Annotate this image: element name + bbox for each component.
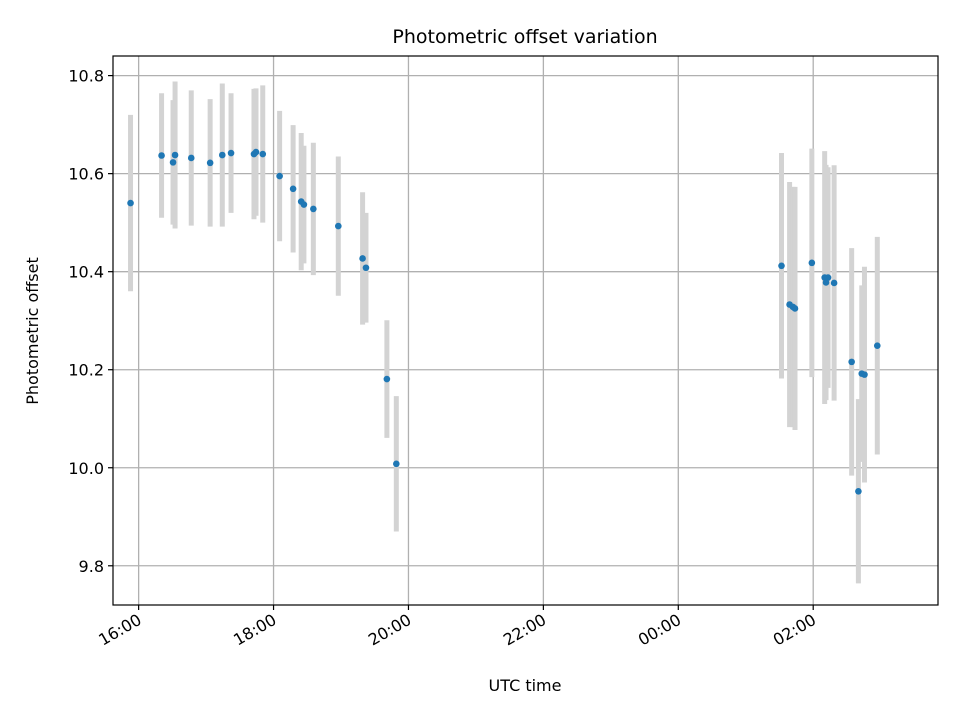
data-point [830,279,838,287]
data-point [289,185,297,193]
data-point [300,201,308,208]
data-point [310,205,317,213]
y-tick-label: 9.8 [79,557,104,576]
data-point [169,159,177,166]
y-axis-label: Photometric offset [23,257,42,405]
data-points [127,148,881,495]
data-point [808,259,816,267]
data-point [848,358,855,366]
data-point [218,151,226,159]
data-point [383,375,391,383]
data-point [873,342,881,349]
data-point [335,222,342,230]
data-point [187,154,195,162]
x-axis-label: UTC time [489,676,562,695]
data-point [127,199,134,207]
y-tick-label: 10.0 [68,459,104,478]
y-tick-label: 10.6 [68,165,104,184]
data-point [206,159,214,167]
chart-title: Photometric offset variation [392,26,657,48]
data-point [259,150,267,158]
y-tick-label: 10.2 [68,361,104,380]
y-axis-ticks: 9.8 10.0 10.2 10.4 10.6 10.8 [68,67,113,576]
data-point [252,148,260,156]
data-point [227,149,235,157]
data-point [359,255,366,262]
data-point [393,460,400,468]
data-point [824,274,832,281]
y-tick-label: 10.4 [68,263,104,282]
data-point [791,305,799,312]
data-point [362,264,370,272]
y-tick-label: 10.8 [68,67,104,86]
data-point [855,487,862,495]
data-point [158,152,165,159]
plot-frame [112,55,939,606]
data-point [861,371,868,378]
data-point [276,172,283,180]
data-point [778,262,785,270]
data-point [171,151,179,159]
